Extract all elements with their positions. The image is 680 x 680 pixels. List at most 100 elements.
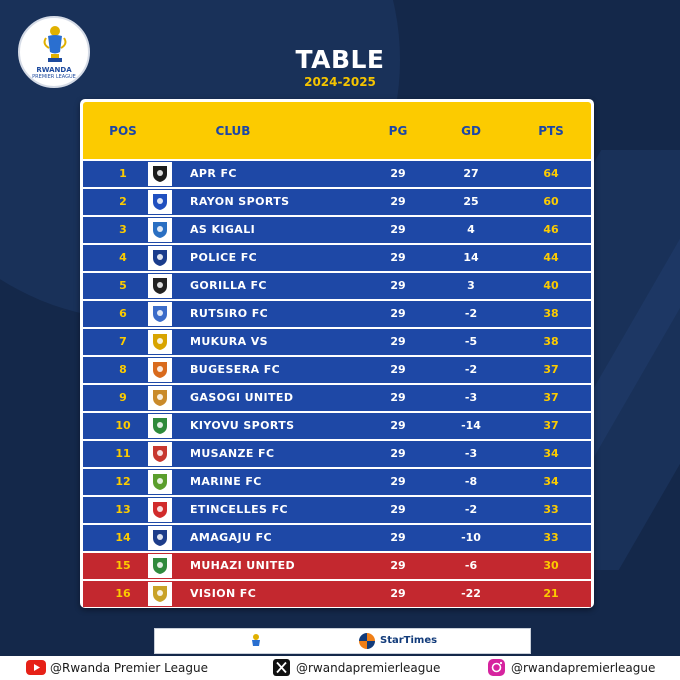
- club-crest-icon: [148, 414, 172, 438]
- row-position: 4: [119, 251, 127, 264]
- table-row: 3 AS KIGALI 29 4 46: [83, 217, 591, 243]
- points: 37: [543, 391, 559, 404]
- club-crest-icon: [148, 582, 172, 606]
- row-position: 12: [115, 475, 131, 488]
- standings-table: POS CLUB PG GD PTS 1 APR FC 29 27 64 2 RAYON S…: [80, 99, 594, 608]
- goal-difference: 4: [467, 223, 475, 236]
- goal-difference: -2: [464, 307, 478, 320]
- row-position: 2: [119, 195, 127, 208]
- games-played: 29: [390, 167, 406, 180]
- club-name: MARINE FC: [190, 475, 262, 488]
- social-bar: @Rwanda Premier League @rwandapremierlea…: [0, 656, 680, 680]
- column-header-pos: POS: [109, 124, 137, 138]
- goal-difference: -10: [461, 531, 481, 544]
- club-name: APR FC: [190, 167, 237, 180]
- goal-difference: -2: [464, 503, 478, 516]
- points: 38: [543, 307, 559, 320]
- goal-difference: -8: [464, 475, 478, 488]
- table-row: 5 GORILLA FC 29 3 40: [83, 273, 591, 299]
- games-played: 29: [390, 307, 406, 320]
- season-label: 2024-2025: [304, 75, 376, 89]
- club-name: RUTSIRO FC: [190, 307, 269, 320]
- column-header-pts: PTS: [538, 124, 564, 138]
- points: 34: [543, 447, 559, 460]
- column-header-club: CLUB: [215, 124, 251, 138]
- row-position: 15: [115, 559, 131, 572]
- club-name: GORILLA FC: [190, 279, 267, 292]
- row-position: 13: [115, 503, 131, 516]
- row-position: 9: [119, 391, 127, 404]
- games-played: 29: [390, 447, 406, 460]
- goal-difference: 14: [463, 251, 479, 264]
- club-crest-icon: [148, 386, 172, 410]
- points: 60: [543, 195, 559, 208]
- instagram-icon: [488, 659, 505, 676]
- row-position: 7: [119, 335, 127, 348]
- youtube-handle: @Rwanda Premier League: [50, 661, 208, 675]
- row-position: 3: [119, 223, 127, 236]
- goal-difference: -3: [464, 391, 478, 404]
- table-row: 1 APR FC 29 27 64: [83, 161, 591, 187]
- club-name: BUGESERA FC: [190, 363, 281, 376]
- club-name: GASOGI UNITED: [190, 391, 294, 404]
- club-name: MUKURA VS: [190, 335, 268, 348]
- column-header-pg: PG: [388, 124, 408, 138]
- row-position: 16: [115, 587, 131, 600]
- club-name: RAYON SPORTS: [190, 195, 290, 208]
- club-crest-icon: [148, 498, 172, 522]
- table-row: 9 GASOGI UNITED 29 -3 37: [83, 385, 591, 411]
- row-position: 10: [115, 419, 131, 432]
- logo-text-premier-league: PREMIER LEAGUE: [32, 74, 76, 80]
- club-name: MUHAZI UNITED: [190, 559, 296, 572]
- row-position: 14: [115, 531, 131, 544]
- club-crest-icon: [148, 330, 172, 354]
- table-row: 8 BUGESERA FC 29 -2 37: [83, 357, 591, 383]
- row-position: 1: [119, 167, 127, 180]
- goal-difference: -14: [461, 419, 481, 432]
- club-crest-icon: [148, 162, 172, 186]
- club-name: AS KIGALI: [190, 223, 256, 236]
- games-played: 29: [390, 195, 406, 208]
- points: 40: [543, 279, 559, 292]
- row-position: 6: [119, 307, 127, 320]
- points: 30: [543, 559, 559, 572]
- games-played: 29: [390, 559, 406, 572]
- club-crest-icon: [148, 442, 172, 466]
- points: 37: [543, 363, 559, 376]
- row-position: 5: [119, 279, 127, 292]
- club-name: KIYOVU SPORTS: [190, 419, 295, 432]
- club-crest-icon: [148, 190, 172, 214]
- points: 33: [543, 503, 559, 516]
- sponsor-bar: StarTimes: [154, 628, 531, 654]
- club-name: POLICE FC: [190, 251, 258, 264]
- table-row: 12 MARINE FC 29 -8 34: [83, 469, 591, 495]
- goal-difference: -5: [464, 335, 478, 348]
- table-row: 2 RAYON SPORTS 29 25 60: [83, 189, 591, 215]
- games-played: 29: [390, 531, 406, 544]
- startimes-logo-icon: [359, 633, 375, 649]
- points: 46: [543, 223, 559, 236]
- points: 64: [543, 167, 559, 180]
- goal-difference: 27: [463, 167, 479, 180]
- table-row: 4 POLICE FC 29 14 44: [83, 245, 591, 271]
- league-mini-logo-icon: [252, 634, 260, 646]
- club-crest-icon: [148, 470, 172, 494]
- points: 44: [543, 251, 559, 264]
- games-played: 29: [390, 475, 406, 488]
- club-name: ETINCELLES FC: [190, 503, 288, 516]
- x-handle: @rwandapremierleague: [296, 661, 441, 675]
- club-crest-icon: [148, 246, 172, 270]
- sponsor-name: StarTimes: [380, 635, 438, 646]
- table-row: 14 AMAGAJU FC 29 -10 33: [83, 525, 591, 551]
- games-played: 29: [390, 251, 406, 264]
- club-crest-icon: [148, 554, 172, 578]
- row-position: 11: [115, 447, 131, 460]
- points: 38: [543, 335, 559, 348]
- club-name: VISION FC: [190, 587, 257, 600]
- row-position: 8: [119, 363, 127, 376]
- youtube-icon: [26, 660, 46, 675]
- club-name: MUSANZE FC: [190, 447, 275, 460]
- logo-text-rwanda: RWANDA: [36, 66, 72, 74]
- goal-difference: -3: [464, 447, 478, 460]
- table-row: 13 ETINCELLES FC 29 -2 33: [83, 497, 591, 523]
